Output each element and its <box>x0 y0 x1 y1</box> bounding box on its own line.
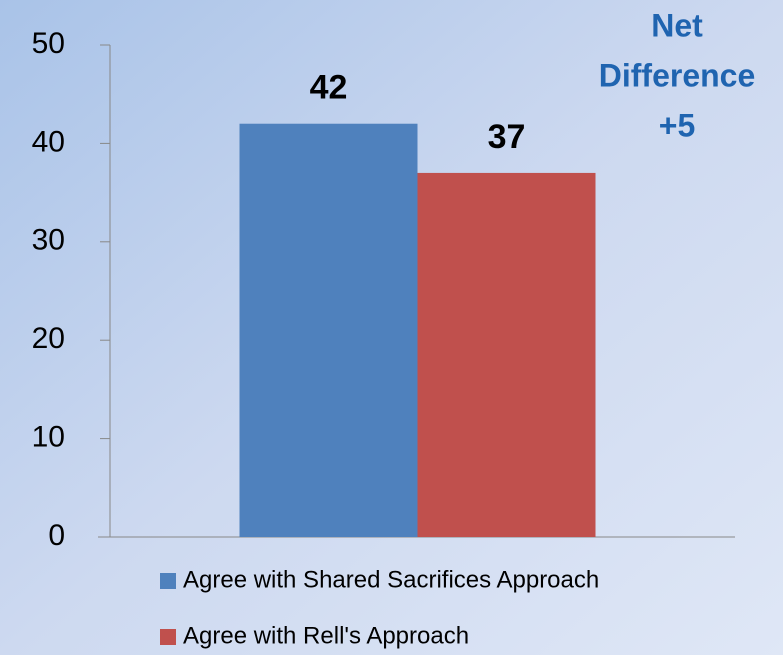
bar <box>417 172 596 538</box>
y-tick-label: 30 <box>32 224 65 257</box>
y-tick-label: 50 <box>32 27 65 60</box>
annotation: Difference <box>599 57 756 93</box>
bar <box>239 123 418 537</box>
y-tick-label: 40 <box>32 125 65 158</box>
legend-label: Agree with Shared Sacrifices Approach <box>183 566 599 593</box>
legend-swatch <box>160 573 176 589</box>
legend-swatch <box>160 629 176 645</box>
y-tick-label: 10 <box>32 421 65 454</box>
data-label: 37 <box>488 118 526 156</box>
data-label: 42 <box>310 69 348 107</box>
annotation: +5 <box>659 107 695 143</box>
annotation: Net <box>651 7 703 43</box>
legend-label: Agree with Rell's Approach <box>183 622 469 649</box>
y-tick-label: 20 <box>32 322 65 355</box>
y-tick-label: 0 <box>48 519 65 552</box>
